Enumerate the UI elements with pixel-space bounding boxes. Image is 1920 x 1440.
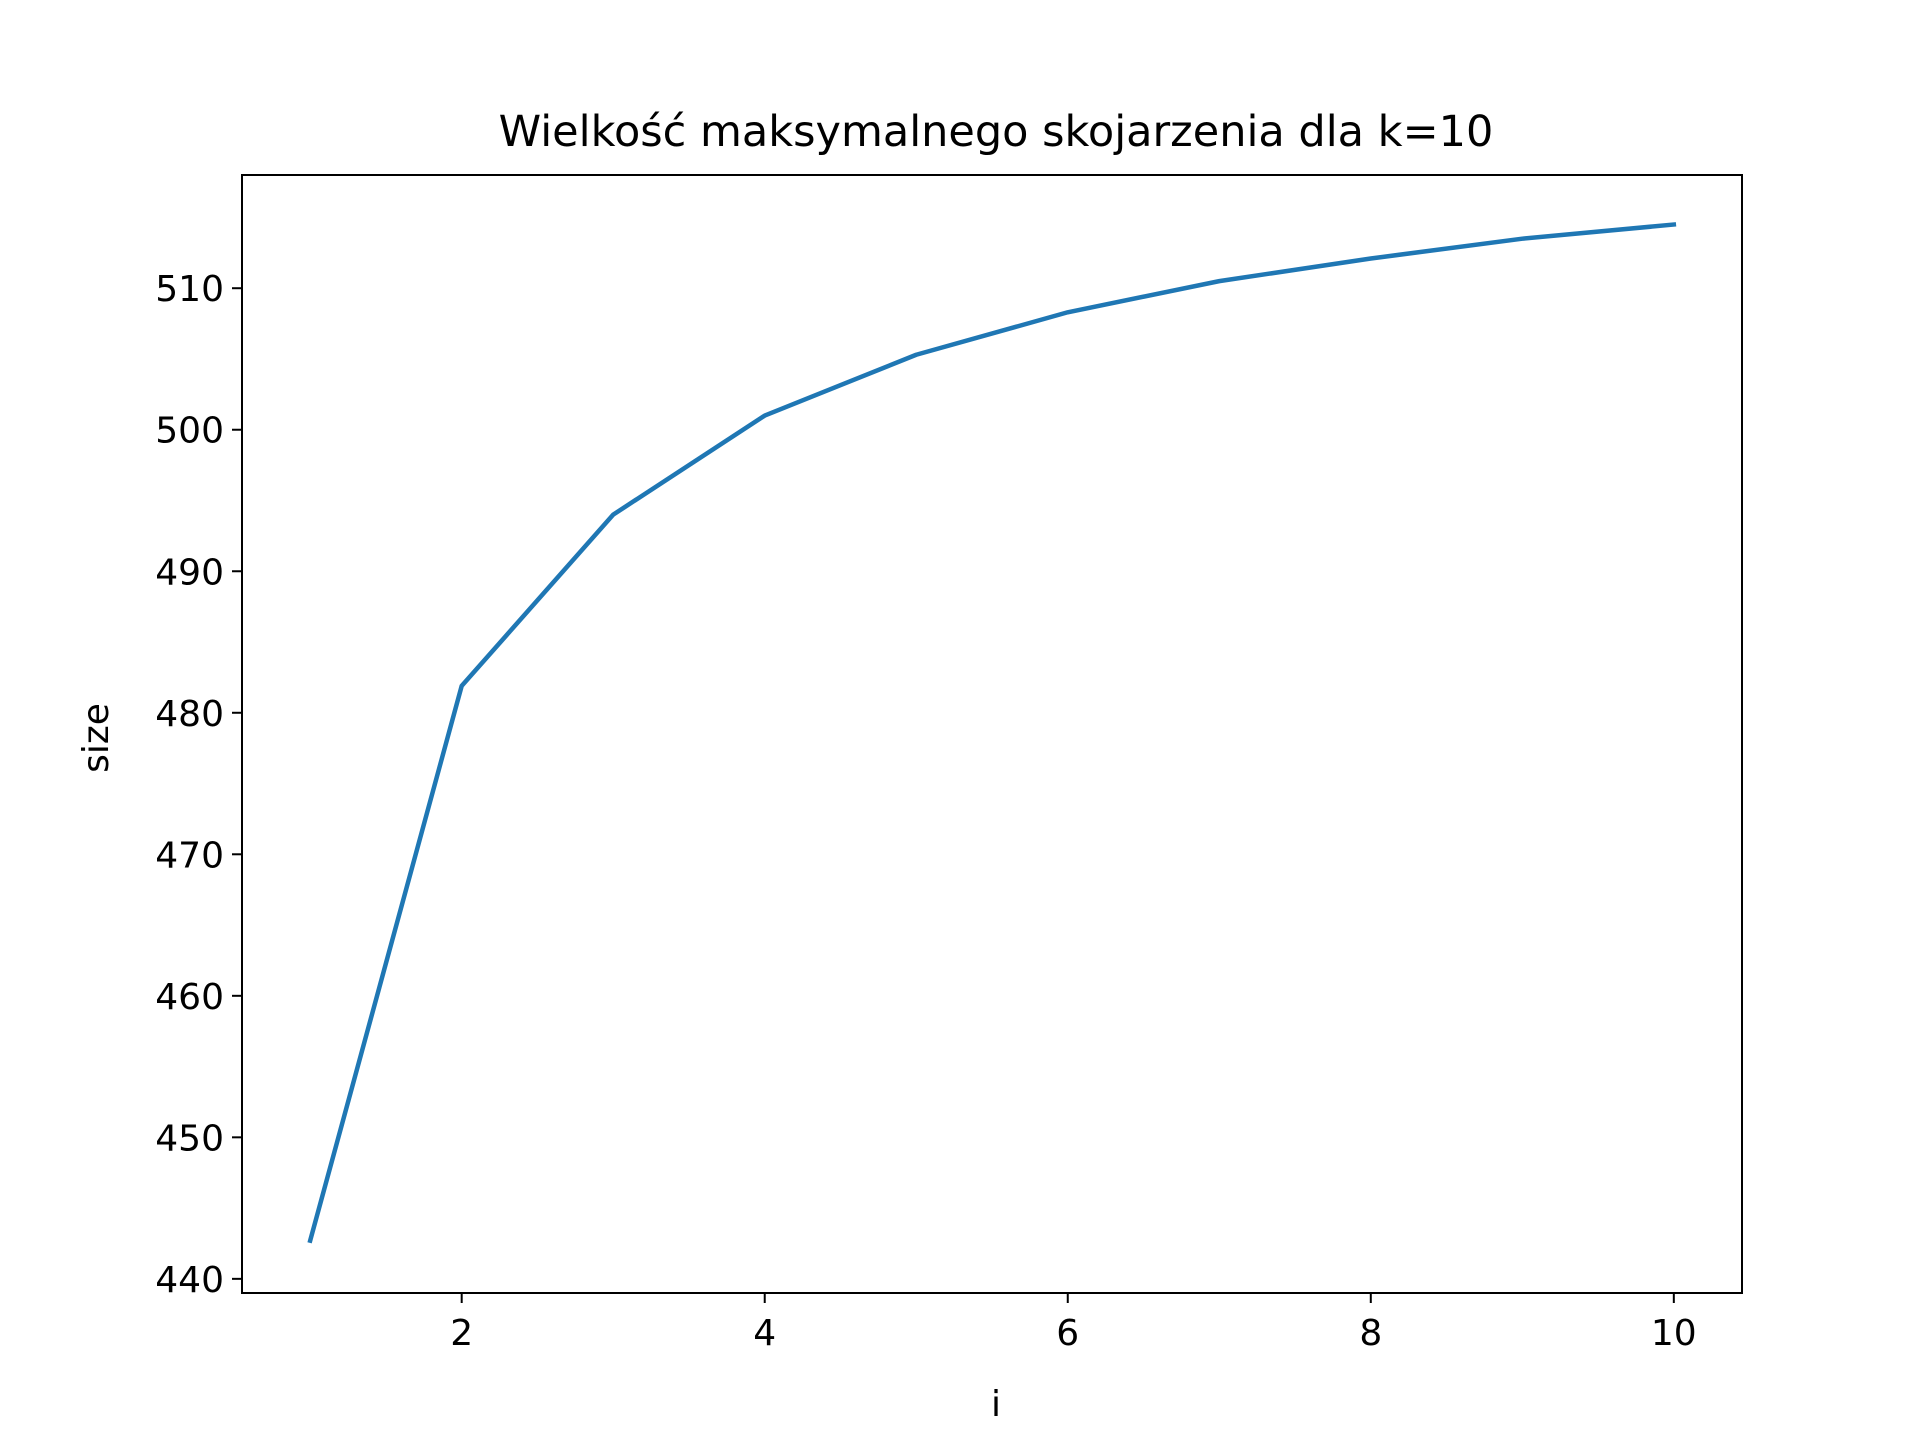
plot-area: 2 4 6 8 10 440 450 460 470 480 490 500 510 <box>155 174 1743 1354</box>
x-axis-title: i <box>991 1384 1001 1425</box>
y-axis-title: size <box>76 703 117 773</box>
x-tick-label-4: 4 <box>753 1313 776 1354</box>
y-tick-label-500: 500 <box>155 411 224 452</box>
y-tick-label-460: 460 <box>155 977 224 1018</box>
axes-frame <box>241 174 1743 1294</box>
x-tick-label-6: 6 <box>1056 1313 1079 1354</box>
y-tick-label-490: 490 <box>155 552 224 593</box>
y-tick-label-470: 470 <box>155 835 224 876</box>
chart-title: Wielkość maksymalnego skojarzenia dla k=… <box>499 107 1494 157</box>
x-tick-label-10: 10 <box>1651 1313 1697 1354</box>
y-tick-label-450: 450 <box>155 1118 224 1159</box>
y-tick-label-510: 510 <box>155 269 224 310</box>
series-line-0 <box>307 222 1677 1244</box>
y-tick-label-480: 480 <box>155 694 224 735</box>
x-tick-label-8: 8 <box>1359 1313 1382 1354</box>
y-tick-label-440: 440 <box>155 1260 224 1301</box>
x-tick-label-2: 2 <box>450 1313 473 1354</box>
